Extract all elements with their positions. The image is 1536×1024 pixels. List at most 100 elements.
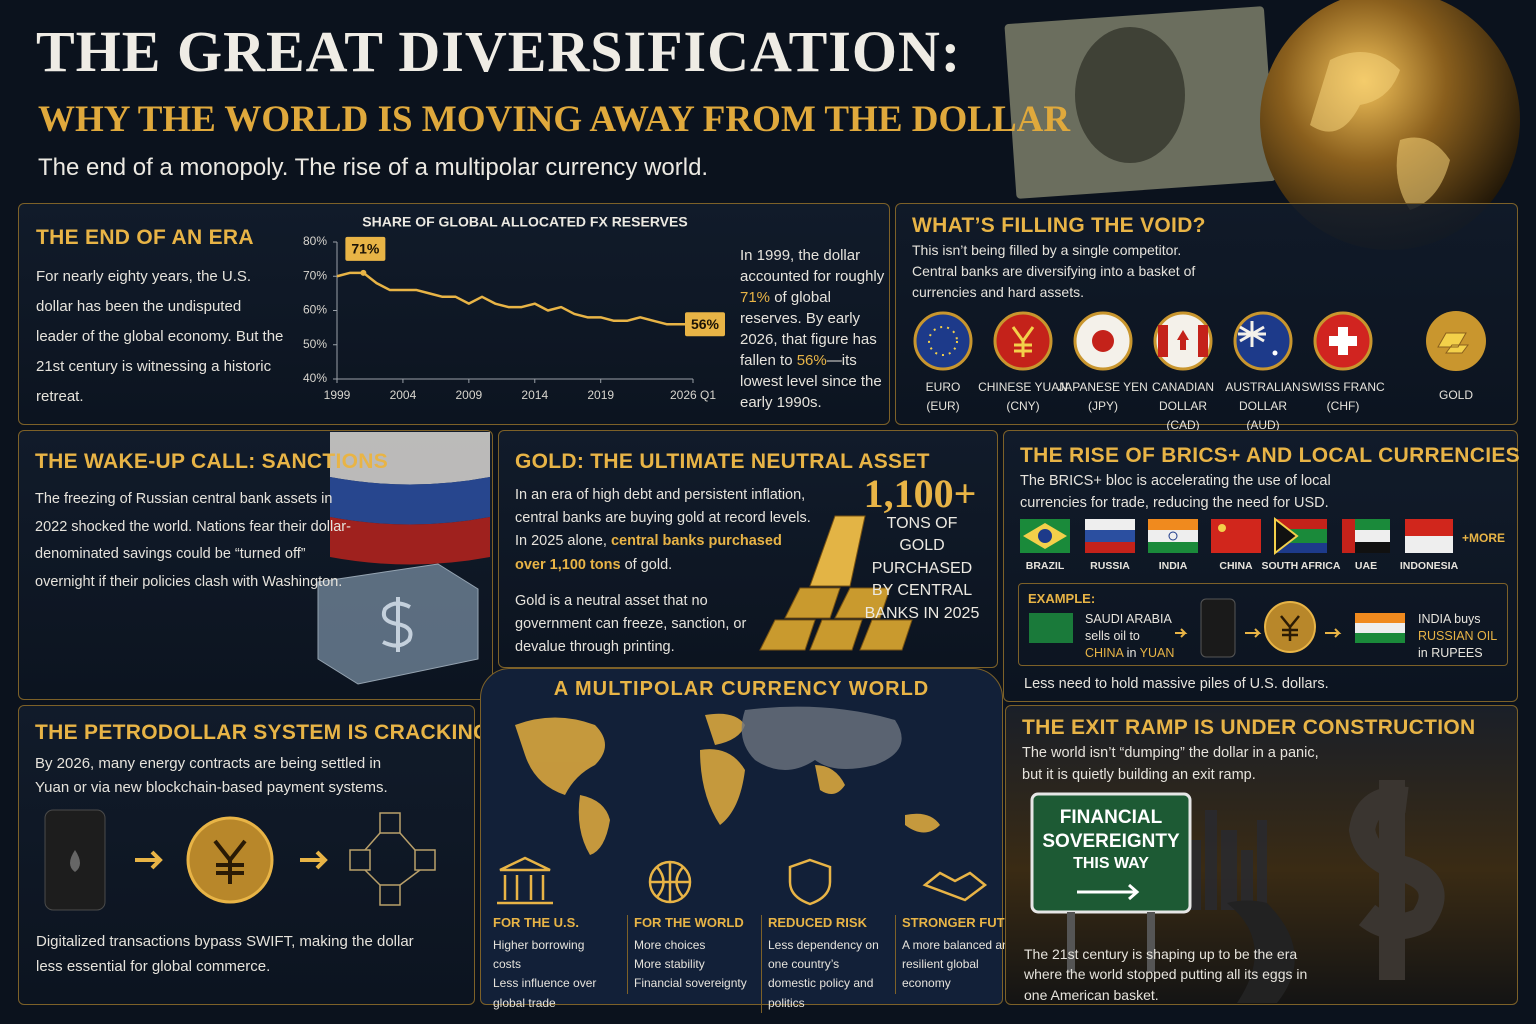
road-sign [1030, 792, 1192, 914]
gold-highlight: central banks purchased over 1,100 tons [515, 533, 782, 573]
impact-line: Less influence over global trade [493, 976, 597, 1010]
x-tick-label: 2026 Q1 [670, 388, 716, 402]
continents [1310, 52, 1450, 210]
x-tick-label: 2009 [456, 388, 483, 402]
flag-indonesia [1405, 519, 1453, 553]
impact-item: FOR THE U.S. Higher borrowing costs Less i… [493, 915, 615, 1013]
note-text: —its lowest level since the early 1990s. [740, 352, 882, 411]
gold-stat-label: TONS OF GOLD PURCHASED BY CENTRAL BANKS … [864, 515, 980, 622]
country-label: SOUTH AFRICA [1261, 560, 1341, 572]
currency-name: CHINESE YUAN [978, 380, 1068, 394]
impact-line: Higher borrowing costs [493, 938, 585, 972]
impact-item: FOR THE WORLD More choices More stability F… [627, 915, 756, 994]
impact-title: FOR THE WORLD [634, 915, 744, 930]
flag-brazil [1020, 519, 1070, 553]
flag-blue [330, 477, 490, 525]
currency-caption: SWISS FRANC (CHF) [1288, 378, 1398, 416]
sanctions-heading: THE WAKE-UP CALL: SANCTIONS [35, 450, 389, 473]
flag-uae [1342, 519, 1390, 553]
currency-name: GOLD [1438, 388, 1473, 402]
flag-india [1148, 519, 1198, 553]
era-note: In 1999, the dollar accounted for roughl… [740, 245, 885, 413]
country-label: INDONESIA [1399, 560, 1459, 572]
road [1227, 900, 1295, 1003]
sanctions-body: The freezing of Russian central bank ass… [35, 491, 351, 590]
currency-caption: CHINESE YUAN (CNY) [968, 378, 1078, 416]
country-label: UAE [1354, 560, 1378, 572]
portrait [1075, 27, 1185, 163]
multipolar-icons [497, 856, 988, 906]
era-body: For nearly eighty years, the U.S. dollar… [36, 268, 284, 405]
gold-body: In an era of high debt and persistent in… [515, 484, 815, 577]
void-heading: WHAT’S FILLING THE VOID? [912, 214, 1206, 237]
dollar-sign [381, 597, 413, 652]
y-tick-label: 40% [303, 371, 327, 385]
void-body: This isn’t being filled by a single comp… [912, 242, 1196, 300]
exit-art [1030, 780, 1445, 1003]
currency-name: CANADIAN DOLLAR [1151, 380, 1214, 414]
example-text: SAUDI ARABIA sells oil to [1085, 612, 1172, 643]
brics-panel [1003, 430, 1518, 702]
example-1: SAUDI ARABIA sells oil to CHINA in YUAN [1085, 611, 1175, 662]
void-panel [895, 203, 1518, 425]
skyline [1187, 810, 1267, 910]
annotation-label: 71% [351, 241, 380, 257]
note-text: In 1999, the dollar accounted for roughl… [740, 247, 885, 285]
brics-flags [1020, 516, 1453, 556]
currency-caption: EURO (EUR) [888, 378, 998, 416]
cad-icon [1153, 311, 1213, 371]
euro-icon [913, 311, 973, 371]
multipolar-items: FOR THE U.S. Higher borrowing costs Less i… [485, 915, 1032, 1013]
subtitle: WHY THE WORLD IS MOVING AWAY FROM THE DO… [38, 99, 1071, 140]
x-tick-label: 2014 [521, 388, 548, 402]
petro-footer: Digitalized transactions bypass SWIFT, m… [36, 933, 414, 975]
impact-line: More stability [634, 957, 705, 972]
brics-country-labels: BRAZIL RUSSIA INDIA CHINA SOUTH AFRICA UAE IND… [1015, 560, 1460, 576]
currency-caption: CANADIAN DOLLAR (CAD) [1128, 378, 1238, 436]
example-text: INDIA buys [1418, 612, 1481, 626]
brics-more: +MORE [1462, 531, 1506, 545]
impact-item: REDUCED RISK Less dependency on one count… [761, 915, 890, 1013]
gold-bars-art [759, 515, 913, 651]
currency-captions: EURO (EUR) CHINESE YUAN (CNY) JAPANESE YEN (J… [900, 378, 1510, 432]
flag-red [330, 517, 490, 565]
world-map [515, 706, 940, 855]
currency-icons [913, 311, 1486, 371]
impact-title: FOR THE U.S. [493, 915, 579, 930]
arrow [300, 850, 328, 870]
flag-russia [1085, 519, 1135, 553]
currency-caption: AUSTRALIAN DOLLAR (AUD) [1208, 378, 1318, 436]
currency-name: EURO [925, 380, 961, 394]
petro-art [44, 809, 436, 911]
y-tick-label: 70% [303, 268, 327, 282]
x-tick-label: 1999 [324, 388, 351, 402]
era-panel [18, 203, 890, 425]
arrow [1175, 628, 1188, 638]
exit-footer: The 21st century is shaping up to be the… [1024, 946, 1308, 1003]
country-label: CHINA [1219, 560, 1253, 572]
x-tick-label: 2019 [587, 388, 614, 402]
gold-icon [1426, 311, 1486, 371]
sign-line: FINANCIAL [1059, 807, 1163, 828]
arrow [135, 850, 163, 870]
chf-icon [1313, 311, 1373, 371]
gold-body-2: Gold is a neutral asset that no governme… [515, 593, 747, 656]
example-2: INDIA buys RUSSIAN OIL in RUPEES [1418, 611, 1508, 662]
example-label: EXAMPLE: [1028, 591, 1096, 606]
brics-body: The BRICS+ bloc is accelerating the use … [1020, 473, 1331, 512]
note-highlight: 56% [796, 352, 827, 369]
currency-code: (CHF) [1326, 399, 1360, 414]
currency-code: (EUR) [926, 399, 960, 414]
impact-item: STRONGER FUTURE A more balanced and resil… [895, 915, 1032, 994]
arrow [1245, 628, 1262, 638]
example-text: in RUPEES [1418, 645, 1483, 660]
currency-caption: JAPANESE YEN (JPY) [1048, 378, 1158, 416]
yuan-icon [993, 311, 1053, 371]
multipolar-heading: A MULTIPOLAR CURRENCY WORLD [553, 678, 930, 700]
sign-arrow [1077, 883, 1140, 901]
currency-code: (CNY) [1006, 399, 1040, 414]
arrow [1325, 628, 1342, 638]
brics-heading: THE RISE OF BRICS+ AND LOCAL CURRENCIES [1020, 444, 1520, 467]
